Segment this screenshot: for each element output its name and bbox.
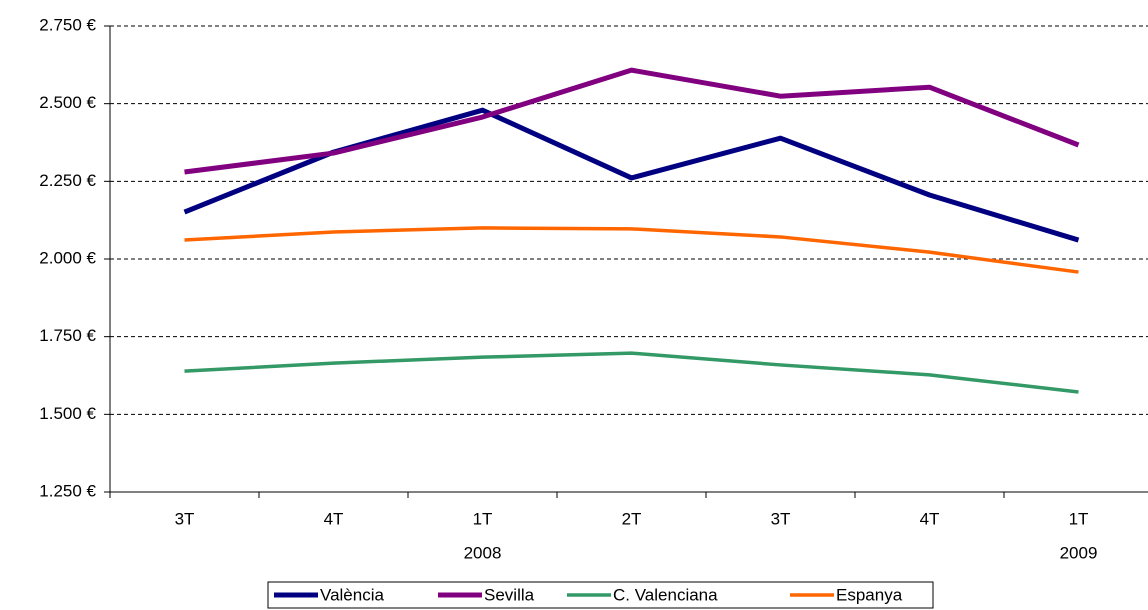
series-line [184,351,1079,394]
x-tick-label: 2T [622,509,642,528]
y-tick-label: 2.250 € [39,171,96,190]
y-tick-label: 1.250 € [39,481,96,500]
y-tick-label: 2.500 € [39,93,96,112]
x-group-label: 2008 [464,543,502,562]
y-tick-label: 2.750 € [39,15,96,34]
series-line [184,67,1080,175]
y-tick-label: 1.750 € [39,326,96,345]
x-tick-label: 4T [324,509,344,528]
legend-label: Sevilla [484,585,535,604]
legend-label: Espanya [836,585,903,604]
legend-label: València [320,585,384,604]
x-tick-label: 3T [175,509,195,528]
x-tick-label: 3T [771,509,791,528]
y-tick-label: 1.500 € [39,404,96,423]
legend-label: C. Valenciana [613,585,718,604]
x-group-label: 2009 [1060,543,1098,562]
series-line [184,226,1079,274]
x-tick-label: 1T [1069,509,1089,528]
x-tick-label: 4T [920,509,940,528]
y-tick-label: 2.000 € [39,248,96,267]
x-tick-label: 1T [473,509,493,528]
series-line [183,107,1080,243]
